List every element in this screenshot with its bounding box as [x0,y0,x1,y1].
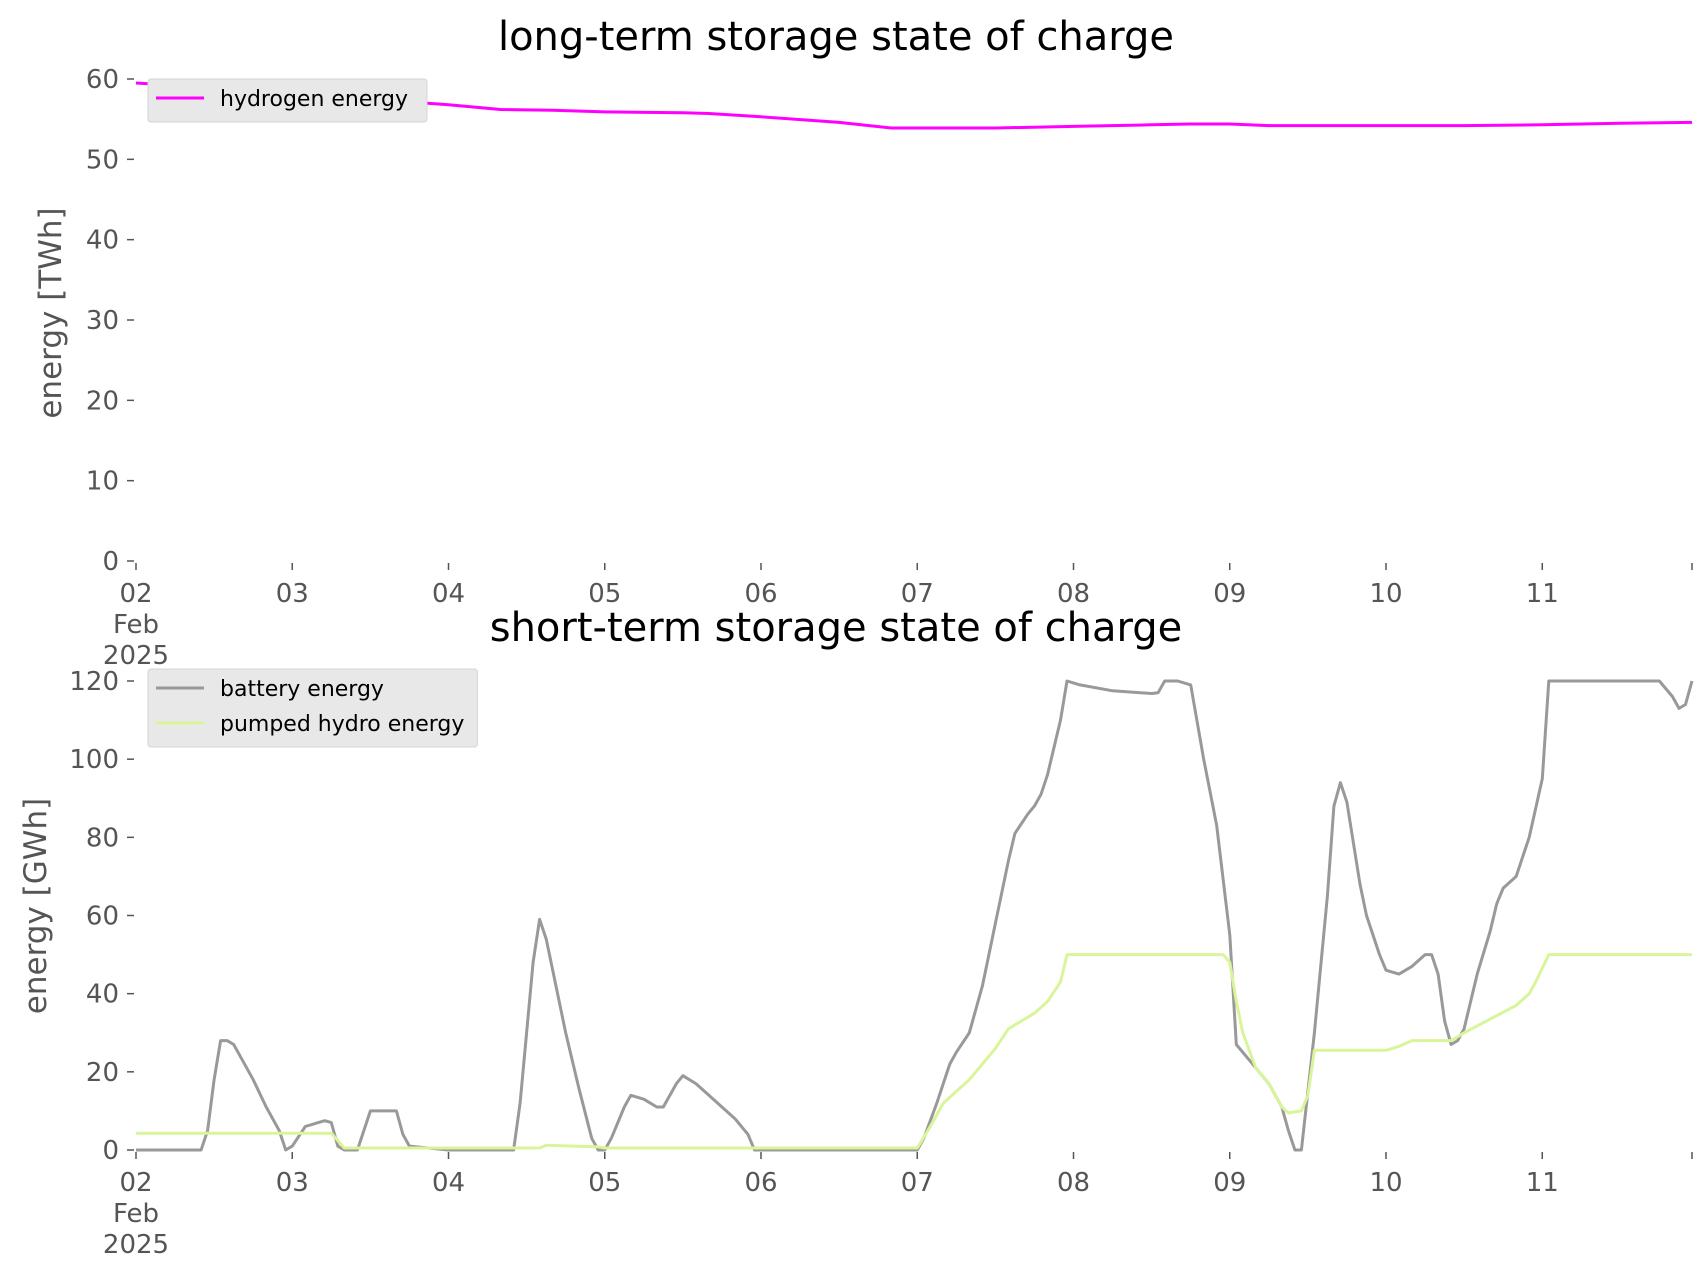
y-axis-label: energy [GWh] [18,798,54,1014]
y-axis-label: energy [TWh] [33,207,69,418]
series-line [135,81,1693,130]
x-tick-label: 06 [744,1168,777,1198]
long-term-storage-chart: long-term storage state of charge energy… [33,14,1693,671]
legend-box [147,78,428,123]
legend-label: pumped hydro energy [220,712,464,737]
legend: hydrogen energy [147,78,428,123]
x-axis-ticks: 02 Feb 2025 03 04 05 06 07 08 09 10 11 [103,1152,1693,1260]
y-axis-ticks: 0 20 40 60 80 100 120 [69,667,134,1166]
y-tick-label: 30 [86,306,119,336]
y-tick-label: 40 [86,226,119,256]
x-axis-ticks: 02 Feb 2025 03 04 05 06 07 08 09 10 11 [103,563,1693,671]
x-tick-label: 02 Feb 2025 [103,1168,169,1260]
series-line [136,953,1692,1150]
y-tick-label: 20 [86,1058,119,1088]
y-tick-label: 100 [69,745,119,775]
x-tick-label: 02 Feb 2025 [103,579,169,671]
x-tick-label: 04 [432,1168,465,1198]
x-tick-label: 09 [1213,579,1246,609]
legend-label: hydrogen energy [220,87,408,112]
x-tick-label: 06 [744,579,777,609]
series-lines [135,81,1693,130]
x-tick-label: 05 [588,1168,621,1198]
x-tick-label: 04 [432,579,465,609]
x-tick-label: 03 [276,579,309,609]
y-tick-label: 60 [86,65,119,95]
y-tick-label: 60 [86,902,119,932]
chart-title: short-term storage state of charge [490,605,1183,651]
y-tick-label: 10 [86,467,119,497]
x-tick-label: 09 [1213,1168,1246,1198]
legend: battery energy pumped hydro energy [147,668,478,748]
series-lines [136,679,1694,1152]
legend-label: battery energy [220,677,384,702]
y-tick-label: 0 [102,1136,119,1166]
y-axis-ticks: 0 10 20 30 40 50 60 [86,65,134,577]
x-tick-label: 03 [276,1168,309,1198]
y-tick-label: 120 [69,667,119,697]
y-tick-label: 80 [86,823,119,853]
legend-box [147,668,478,748]
x-tick-label: 08 [1057,1168,1090,1198]
x-tick-label: 11 [1526,1168,1559,1198]
y-tick-label: 40 [86,980,119,1010]
x-tick-label: 10 [1369,579,1402,609]
short-term-storage-chart: short-term storage state of charge energ… [18,605,1694,1260]
chart-title: long-term storage state of charge [498,14,1174,60]
y-tick-label: 20 [86,386,119,416]
x-tick-label: 10 [1369,1168,1402,1198]
x-tick-label: 07 [901,1168,934,1198]
x-tick-label: 05 [588,579,621,609]
x-tick-label: 07 [901,579,934,609]
x-tick-label: 08 [1057,579,1090,609]
series-line [136,679,1694,1152]
x-tick-label: 11 [1526,579,1559,609]
y-tick-label: 50 [86,145,119,175]
y-tick-label: 0 [102,547,119,577]
